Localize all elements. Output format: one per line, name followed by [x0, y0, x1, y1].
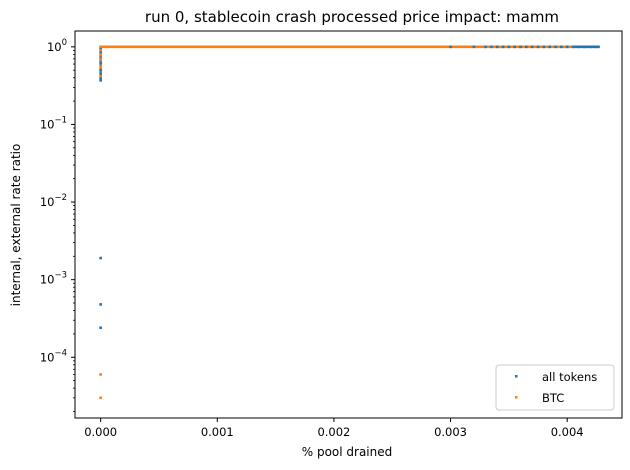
point-btc	[99, 373, 102, 376]
point-all-tokens	[513, 45, 516, 49]
x-tick-label: 0.001	[201, 425, 234, 439]
x-tick-label: 0.003	[434, 425, 467, 439]
point-btc	[99, 49, 102, 52]
y-axis-label: internal, external rate ratio	[9, 144, 23, 307]
point-btc	[99, 74, 102, 78]
point-all-tokens	[484, 45, 487, 49]
x-axis-label: % pool drained	[302, 445, 393, 459]
point-all-tokens	[495, 45, 499, 49]
point-all-tokens	[99, 326, 102, 330]
legend: all tokens BTC	[495, 364, 615, 411]
point-all-tokens	[589, 45, 592, 49]
chart-title: run 0, stablecoin crash processed price …	[145, 8, 559, 26]
point-all-tokens	[595, 45, 598, 49]
point-btc	[99, 45, 102, 49]
point-btc	[99, 57, 102, 61]
legend-frame	[495, 364, 615, 411]
x-axis: 0.000 0.001 0.002 0.003 0.004	[84, 418, 584, 439]
point-all-tokens	[99, 61, 102, 65]
point-all-tokens	[99, 303, 102, 306]
point-all-tokens	[565, 45, 569, 49]
x-tick-label: 0.004	[551, 425, 584, 439]
plot-frame	[74, 30, 623, 419]
point-all-tokens	[490, 45, 493, 49]
point-all-tokens	[99, 72, 102, 76]
x-tick-label: 0.000	[84, 425, 117, 439]
point-all-tokens	[507, 45, 511, 49]
x-tick-label: 0.002	[317, 425, 350, 439]
plot-area	[99, 45, 600, 400]
point-btc	[99, 396, 102, 400]
y-tick-label: 10−2	[40, 193, 67, 209]
y-tick-label: 10−4	[40, 348, 67, 364]
point-all-tokens	[560, 45, 563, 49]
y-tick-label: 100	[47, 38, 67, 54]
y-tick-label: 10−3	[40, 271, 67, 287]
point-all-tokens	[99, 76, 102, 80]
legend-label-btc: BTC	[542, 391, 564, 405]
point-all-tokens	[449, 45, 452, 49]
point-all-tokens	[519, 45, 522, 49]
y-tick-label: 10−1	[40, 115, 67, 131]
point-all-tokens	[554, 45, 557, 49]
point-all-tokens	[99, 51, 102, 54]
legend-marker-all-tokens	[515, 375, 518, 378]
y-axis: 10−4 10−3 10−2 10−1 100	[40, 38, 75, 412]
point-all-tokens	[472, 45, 476, 49]
point-btc	[99, 53, 102, 56]
point-all-tokens	[548, 45, 551, 49]
legend-label-all-tokens: all tokens	[542, 370, 597, 384]
point-all-tokens	[99, 79, 102, 82]
point-all-tokens	[571, 45, 575, 49]
legend-marker-btc	[515, 396, 518, 399]
point-all-tokens	[542, 45, 546, 49]
point-all-tokens	[525, 45, 528, 49]
point-btc	[99, 65, 102, 69]
point-all-tokens	[536, 45, 540, 49]
point-all-tokens	[583, 45, 586, 49]
point-all-tokens	[501, 45, 505, 49]
point-all-tokens	[99, 68, 102, 72]
point-all-tokens	[577, 45, 581, 49]
point-all-tokens	[530, 45, 534, 49]
point-all-tokens	[99, 256, 102, 260]
